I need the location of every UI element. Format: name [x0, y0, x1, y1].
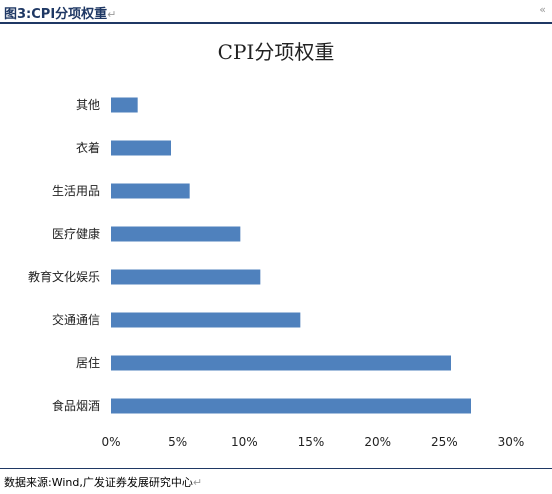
category-label: 生活用品 [52, 184, 100, 198]
category-label: 其他 [76, 98, 100, 112]
category-label: 衣着 [76, 140, 100, 155]
category-label: 医疗健康 [52, 226, 100, 241]
return-mark-icon: ↵ [107, 8, 117, 21]
x-tick-label: 25% [431, 435, 458, 449]
category-label: 交通通信 [52, 312, 100, 327]
source-note: 数据来源:Wind,广发证券发展研究中心↵ [4, 474, 202, 490]
x-tick-label: 30% [498, 435, 525, 449]
header-rule [0, 22, 552, 24]
bar [111, 183, 190, 199]
return-mark-icon: ↵ [192, 476, 203, 489]
x-tick-label: 20% [364, 435, 391, 449]
bar [111, 398, 471, 414]
figure-caption: 图3:CPI分项权重↵ [4, 3, 116, 22]
x-axis-ticks: 0% 5% 10% 15% 20% 25% 30% [101, 435, 524, 449]
category-label: 教育文化娱乐 [28, 269, 100, 284]
bar [111, 312, 301, 328]
x-tick-label: 5% [168, 435, 187, 449]
category-label: 食品烟酒 [52, 398, 100, 413]
bar-group [111, 97, 471, 414]
x-tick-label: 0% [101, 435, 120, 449]
corner-mark-icon: « [539, 3, 546, 16]
figure-caption-text: 图3:CPI分项权重 [4, 7, 108, 22]
x-tick-label: 15% [298, 435, 325, 449]
bar [111, 226, 241, 242]
source-text: 数据来源:Wind,广发证券发展研究中心 [4, 476, 193, 489]
bar [111, 97, 138, 113]
bar [111, 140, 171, 156]
bar [111, 269, 261, 285]
bar [111, 355, 451, 371]
figure-header: 图3:CPI分项权重↵ « [0, 0, 552, 26]
chart-title: CPI分项权重 [218, 40, 335, 64]
footer-rule [0, 468, 552, 469]
category-label: 居住 [76, 356, 100, 370]
x-tick-label: 10% [231, 435, 258, 449]
